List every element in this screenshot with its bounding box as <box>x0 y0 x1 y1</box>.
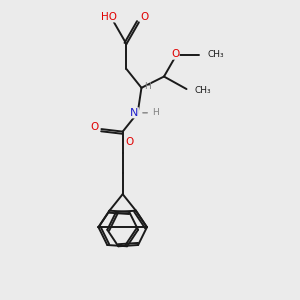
Text: O: O <box>171 49 179 59</box>
Text: H: H <box>152 108 159 117</box>
Text: HO: HO <box>100 12 117 22</box>
Text: CH₃: CH₃ <box>208 50 224 59</box>
Text: O: O <box>125 136 133 147</box>
Text: O: O <box>91 122 99 132</box>
Text: O: O <box>140 12 148 22</box>
Text: H: H <box>145 82 151 91</box>
Text: N: N <box>130 108 138 118</box>
Text: CH₃: CH₃ <box>195 86 212 95</box>
